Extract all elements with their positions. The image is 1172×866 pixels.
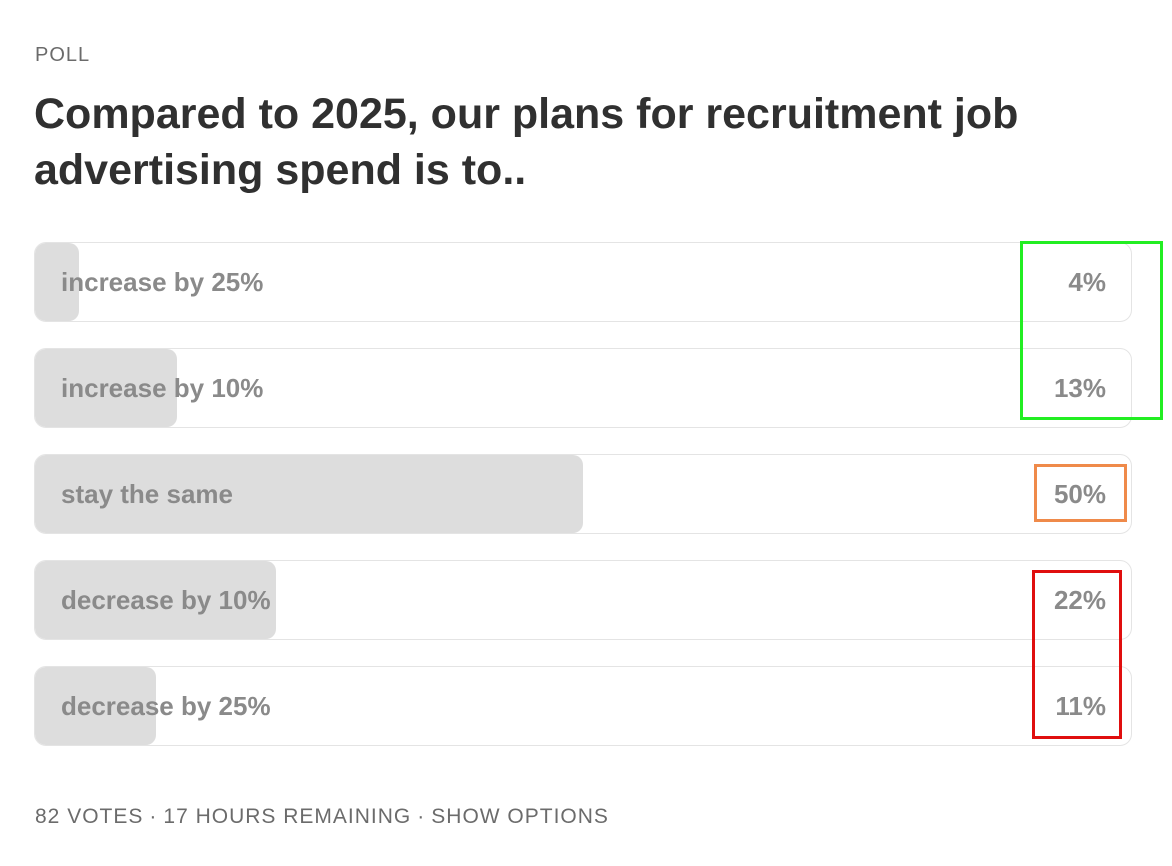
option-percent: 11% <box>1055 690 1106 721</box>
poll-footer: 82 VOTES · 17 HOURS REMAINING · SHOW OPTIONS <box>35 805 609 829</box>
poll-question: Compared to 2025, our plans for recruitm… <box>34 90 1019 194</box>
result-bar <box>35 243 79 321</box>
option-label: stay the same <box>61 478 233 509</box>
option-percent: 50% <box>1053 478 1106 509</box>
option-label: decrease by 10% <box>61 584 271 615</box>
option-label: increase by 10% <box>61 372 264 403</box>
result-bar <box>35 455 583 533</box>
poll-option-decrease-10[interactable]: decrease by 10% 22% <box>34 560 1132 640</box>
option-label: decrease by 25% <box>61 690 271 721</box>
separator: · <box>149 805 158 828</box>
time-remaining: 17 HOURS REMAINING <box>163 805 412 828</box>
poll-label: POLL <box>35 44 91 66</box>
option-percent: 22% <box>1053 584 1106 615</box>
option-percent: 4% <box>1068 266 1106 297</box>
option-percent: 13% <box>1053 372 1106 403</box>
result-bar <box>35 349 178 427</box>
result-bar <box>35 667 156 745</box>
separator: · <box>417 805 426 828</box>
poll-option-stay-same[interactable]: stay the same 50% <box>34 454 1132 534</box>
vote-count: 82 VOTES <box>35 805 144 828</box>
poll-option-increase-25[interactable]: increase by 25% 4% <box>34 242 1132 322</box>
show-options-link[interactable]: SHOW OPTIONS <box>431 805 609 828</box>
poll-option-decrease-25[interactable]: decrease by 25% 11% <box>34 666 1132 746</box>
poll-option-increase-10[interactable]: increase by 10% 13% <box>34 348 1132 428</box>
result-bar <box>35 561 277 639</box>
option-label: increase by 25% <box>61 266 264 297</box>
